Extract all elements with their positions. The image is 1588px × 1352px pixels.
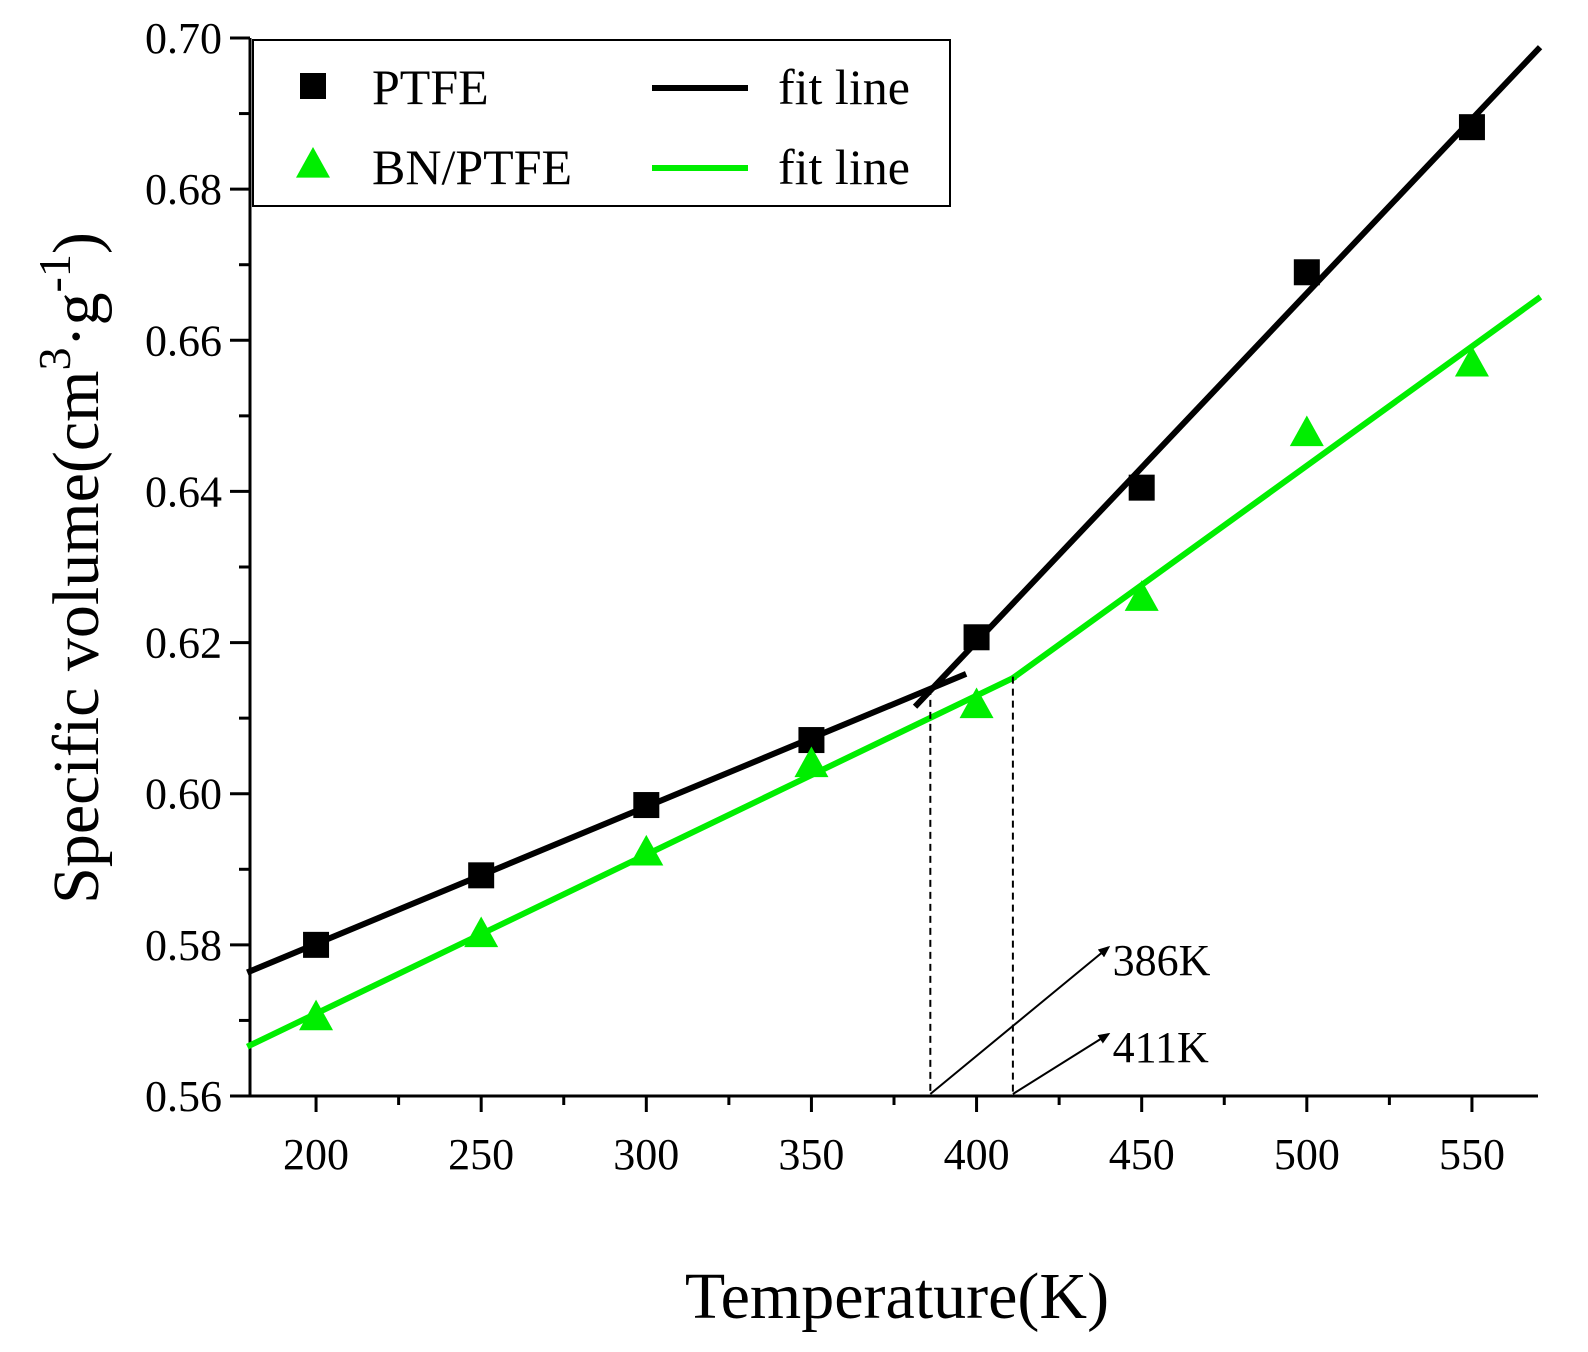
y-axis-title-main: Specific volume(cm xyxy=(40,370,113,903)
legend-label-fit-green: fit line xyxy=(778,139,910,195)
x-tick-label: 400 xyxy=(944,1130,1010,1179)
fit-line xyxy=(1008,294,1543,683)
x-tick-label: 250 xyxy=(448,1130,514,1179)
data-point-square xyxy=(468,862,495,889)
fit-line xyxy=(246,671,968,976)
y-axis-title: Specific volume(cm3·g-1) xyxy=(29,232,113,904)
data-point-square xyxy=(303,931,330,958)
data-point-triangle xyxy=(959,687,994,719)
y-tick-label: 0.58 xyxy=(145,921,222,970)
y-axis-title-mid: ·g xyxy=(40,293,113,348)
data-point-square xyxy=(963,624,990,651)
y-tick-label: 0.62 xyxy=(145,619,222,668)
x-tick-label: 200 xyxy=(283,1130,349,1179)
x-tick-label: 500 xyxy=(1274,1130,1340,1179)
annotation-arrow xyxy=(929,945,1111,1095)
y-tick-label: 0.60 xyxy=(145,770,222,819)
x-tick-label: 350 xyxy=(778,1130,844,1179)
data-point-triangle xyxy=(1454,345,1489,377)
data-point-triangle xyxy=(1289,415,1324,447)
data-point-square xyxy=(633,792,660,819)
annotation-arrow xyxy=(1012,1032,1111,1095)
data-point-triangle xyxy=(1124,580,1159,611)
data-point-triangle xyxy=(296,147,330,178)
x-tick-label: 550 xyxy=(1439,1130,1505,1179)
legend-label-fit-black: fit line xyxy=(778,59,910,115)
annotation-label: 411K xyxy=(1113,1023,1209,1072)
data-point-square xyxy=(1128,474,1155,501)
y-tick-label: 0.66 xyxy=(145,316,222,365)
data-point-triangle xyxy=(299,999,334,1031)
y-tick-label: 0.68 xyxy=(145,165,222,214)
legend-label-bn-ptfe: BN/PTFE xyxy=(372,139,572,195)
y-axis-title-sup1: 3 xyxy=(29,347,80,370)
y-axis-title-sup2: -1 xyxy=(29,254,80,292)
y-tick-label: 0.64 xyxy=(145,467,222,516)
fit-line xyxy=(912,45,1543,709)
data-point-square xyxy=(1458,114,1485,141)
y-tick-label: 0.56 xyxy=(145,1072,222,1121)
x-tick-label: 450 xyxy=(1109,1130,1175,1179)
x-tick-label: 300 xyxy=(613,1130,679,1179)
y-axis-title-end: ) xyxy=(40,232,113,254)
data-point-triangle xyxy=(464,916,499,948)
data-point-square xyxy=(1293,259,1320,286)
legend-label-ptfe: PTFE xyxy=(372,59,489,115)
data-point-square xyxy=(300,73,326,99)
x-axis-title: Temperature(K) xyxy=(685,1260,1109,1333)
data-point-triangle xyxy=(629,834,664,866)
annotation-label: 386K xyxy=(1113,936,1211,985)
data-point-triangle xyxy=(794,746,829,778)
y-tick-label: 0.70 xyxy=(145,14,222,63)
legend-box xyxy=(252,39,951,207)
